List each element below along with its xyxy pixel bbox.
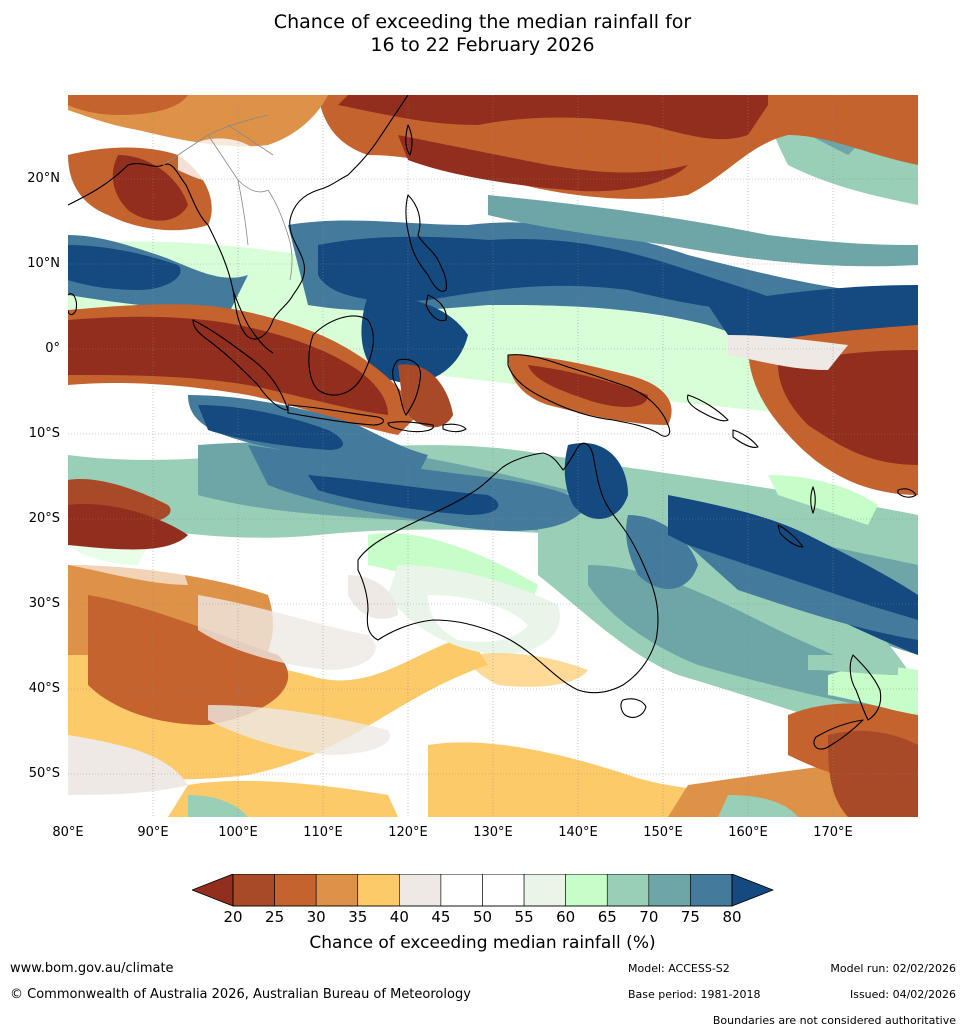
graticule	[68, 95, 918, 817]
colorbar-tick-label: 45	[431, 908, 451, 926]
colorbar-frame	[232, 874, 733, 907]
colorbar-tick-label: 25	[265, 908, 285, 926]
colorbar-tick-label: 70	[639, 908, 659, 926]
map-title-line1: Chance of exceeding the median rainfall …	[273, 11, 692, 33]
colorbar-low-triangle	[192, 874, 234, 907]
footer-copyright: © Commonwealth of Australia 2026, Austra…	[10, 987, 471, 1002]
lat-label-10s: 10°S	[28, 426, 60, 441]
lat-label-10n: 10°N	[27, 256, 60, 271]
colorbar-tick-label: 55	[514, 908, 534, 926]
country-borders	[162, 114, 293, 281]
lon-label-160e: 160°E	[728, 825, 768, 840]
lat-label-20n: 20°N	[27, 171, 60, 186]
colorbar-cell	[232, 874, 275, 907]
colorbar-cell	[399, 874, 442, 907]
colorbar-cell	[315, 874, 359, 907]
colorbar-cell	[357, 874, 400, 907]
colorbar-cell	[606, 874, 650, 907]
colorbar-cell	[440, 874, 483, 907]
footer-model-run: Model run: 02/02/2026	[830, 962, 956, 975]
lon-label-140e: 140°E	[558, 825, 598, 840]
lon-label-150e: 150°E	[643, 825, 683, 840]
footer-model: Model: ACCESS-S2	[628, 962, 730, 975]
colorbar-tick-label: 20	[223, 908, 243, 926]
colorbar	[192, 874, 774, 907]
lon-label-130e: 130°E	[473, 825, 513, 840]
colorbar-high-triangle	[731, 874, 774, 907]
lat-label-40s: 40°S	[28, 681, 60, 696]
footer-base-period: Base period: 1981-2018	[628, 988, 761, 1001]
lon-label-110e: 110°E	[303, 825, 343, 840]
colorbar-tick-label: 75	[680, 908, 700, 926]
colorbar-tick-label: 50	[472, 908, 493, 926]
colorbar-cell	[565, 874, 608, 907]
colorbar-cell	[690, 874, 733, 907]
lon-label-100e: 100°E	[218, 825, 258, 840]
footer-boundaries: Boundaries are not considered authoritat…	[712, 1014, 956, 1027]
colorbar-tick-label: 65	[597, 908, 617, 926]
colorbar-cells	[232, 874, 733, 907]
lat-label-20s: 20°S	[28, 511, 60, 526]
colorbar-cell	[274, 874, 317, 907]
lon-label-120e: 120°E	[388, 825, 428, 840]
colorbar-cell	[523, 874, 566, 907]
lon-label-170e: 170°E	[813, 825, 853, 840]
lon-label-80e: 80°E	[52, 825, 84, 840]
colorbar-cell	[482, 874, 525, 907]
lon-label-90e: 90°E	[137, 825, 169, 840]
colorbar-tick-label: 80	[722, 908, 742, 926]
coastlines	[67, 94, 917, 750]
footer-issued: Issued: 04/02/2026	[849, 988, 956, 1001]
colorbar-tick-label: 30	[306, 908, 326, 926]
map-svg	[67, 94, 918, 817]
footer-website: www.bom.gov.au/climate	[10, 961, 174, 976]
lat-label-30s: 30°S	[28, 596, 60, 611]
colorbar-label: Chance of exceeding median rainfall (%)	[309, 933, 656, 953]
colorbar-cell	[648, 874, 691, 907]
map-title-line2: 16 to 22 February 2026	[370, 34, 595, 56]
colorbar-tick-label: 60	[556, 908, 576, 926]
rainfall-probability-map	[67, 94, 918, 817]
colorbar-tick-label: 40	[389, 908, 409, 926]
lat-label-0: 0°	[45, 341, 60, 356]
colorbar-tick-label: 35	[348, 908, 368, 926]
lat-label-50s: 50°S	[28, 766, 60, 781]
